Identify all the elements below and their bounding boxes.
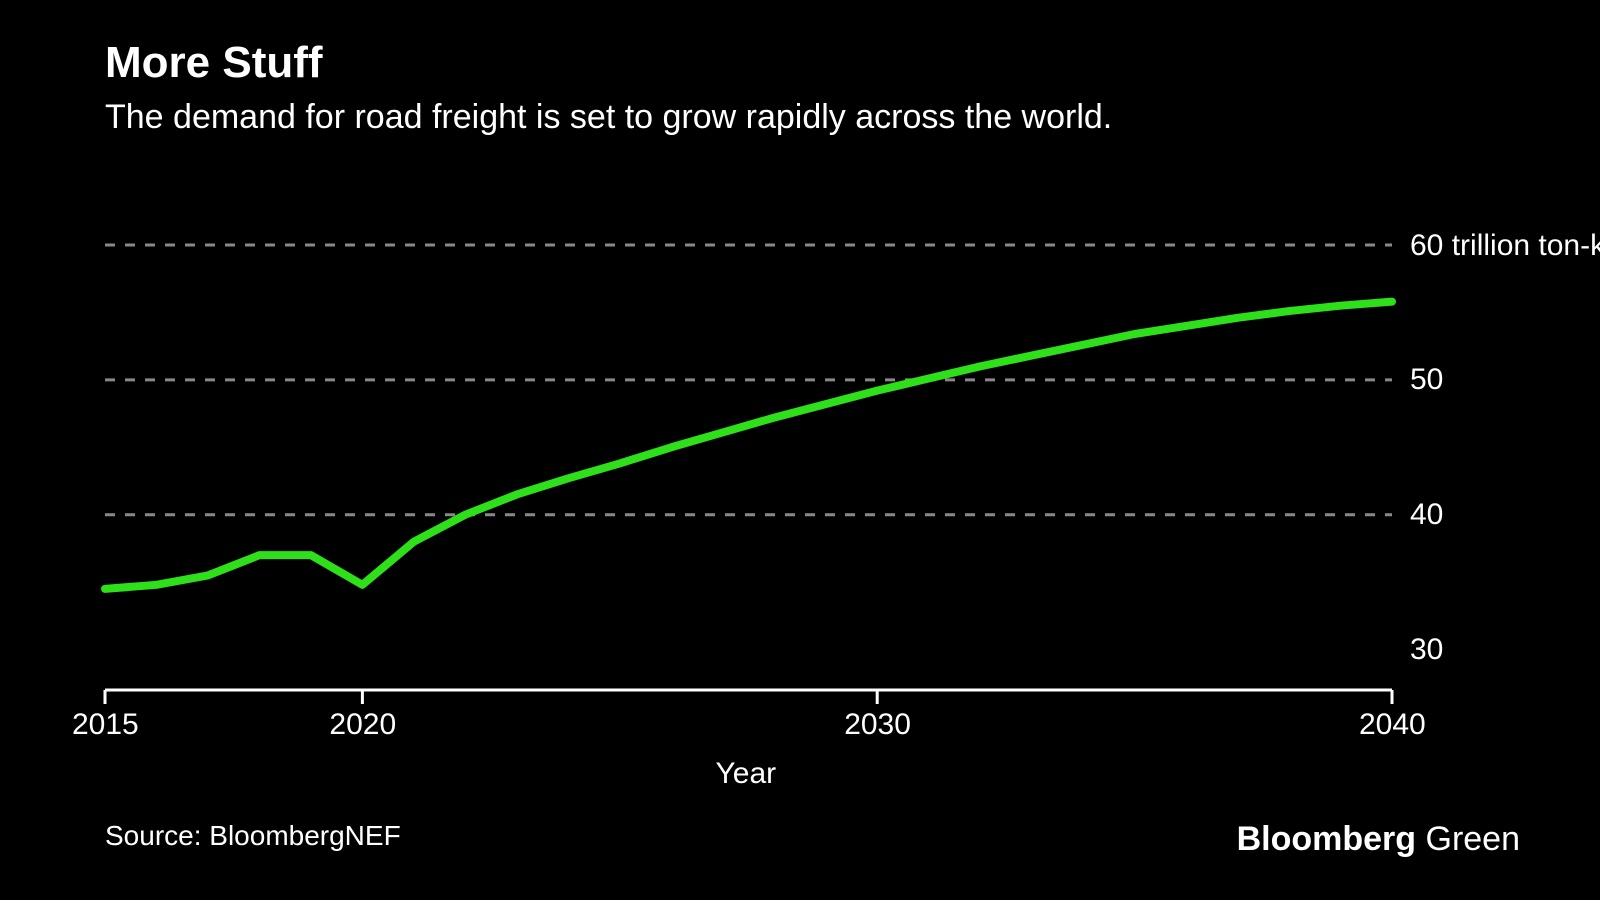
brand-logo: Bloomberg Green (1237, 820, 1520, 859)
chart-container: More Stuff The demand for road freight i… (0, 0, 1600, 900)
brand-bold: Bloomberg (1237, 820, 1416, 858)
chart-svg (0, 0, 1600, 900)
x-tick-label: 2040 (1359, 708, 1426, 742)
x-tick-label: 2030 (844, 708, 911, 742)
y-tick-label: 60 trillion ton-km (1410, 229, 1600, 263)
y-tick-label: 50 (1410, 363, 1443, 397)
x-tick-label: 2015 (72, 708, 139, 742)
y-tick-label: 40 (1410, 498, 1443, 532)
source-text: Source: BloombergNEF (105, 820, 401, 852)
y-tick-label: 30 (1410, 633, 1443, 667)
x-tick-label: 2020 (329, 708, 396, 742)
x-axis-label: Year (716, 757, 777, 791)
brand-light: Green (1416, 820, 1520, 858)
